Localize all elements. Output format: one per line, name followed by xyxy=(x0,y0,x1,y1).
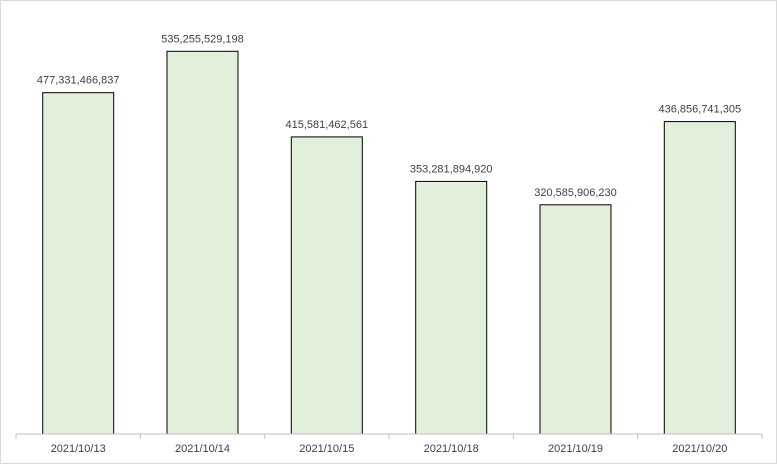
data-label: 320,585,906,230 xyxy=(534,187,617,199)
x-tick-label: 2021/10/20 xyxy=(672,443,727,455)
data-label: 436,856,741,305 xyxy=(659,104,742,116)
data-labels-group: 477,331,466,837 535,255,529,198 415,581,46… xyxy=(37,33,741,199)
data-label: 353,281,894,920 xyxy=(410,163,493,175)
x-tick-label: 2021/10/18 xyxy=(424,443,479,455)
x-tick-label: 2021/10/15 xyxy=(299,443,354,455)
bar-2021-10-19 xyxy=(539,204,612,435)
bar-2021-10-14 xyxy=(166,50,239,435)
data-label: 415,581,462,561 xyxy=(286,119,369,131)
data-label: 535,255,529,198 xyxy=(161,33,244,45)
bar-2021-10-20 xyxy=(663,121,736,435)
x-tick-label: 2021/10/13 xyxy=(51,443,106,455)
x-ticks-group xyxy=(15,434,763,439)
x-tick-label: 2021/10/19 xyxy=(548,443,603,455)
data-label: 477,331,466,837 xyxy=(37,75,120,87)
bar-2021-10-18 xyxy=(415,180,488,435)
x-tick-label: 2021/10/14 xyxy=(175,443,230,455)
x-tick-labels-group: 2021/10/13 2021/10/14 2021/10/15 2021/10/18… xyxy=(51,443,728,455)
bar-2021-10-13 xyxy=(42,92,115,435)
bar-2021-10-15 xyxy=(290,136,363,435)
bars-group xyxy=(42,50,736,435)
